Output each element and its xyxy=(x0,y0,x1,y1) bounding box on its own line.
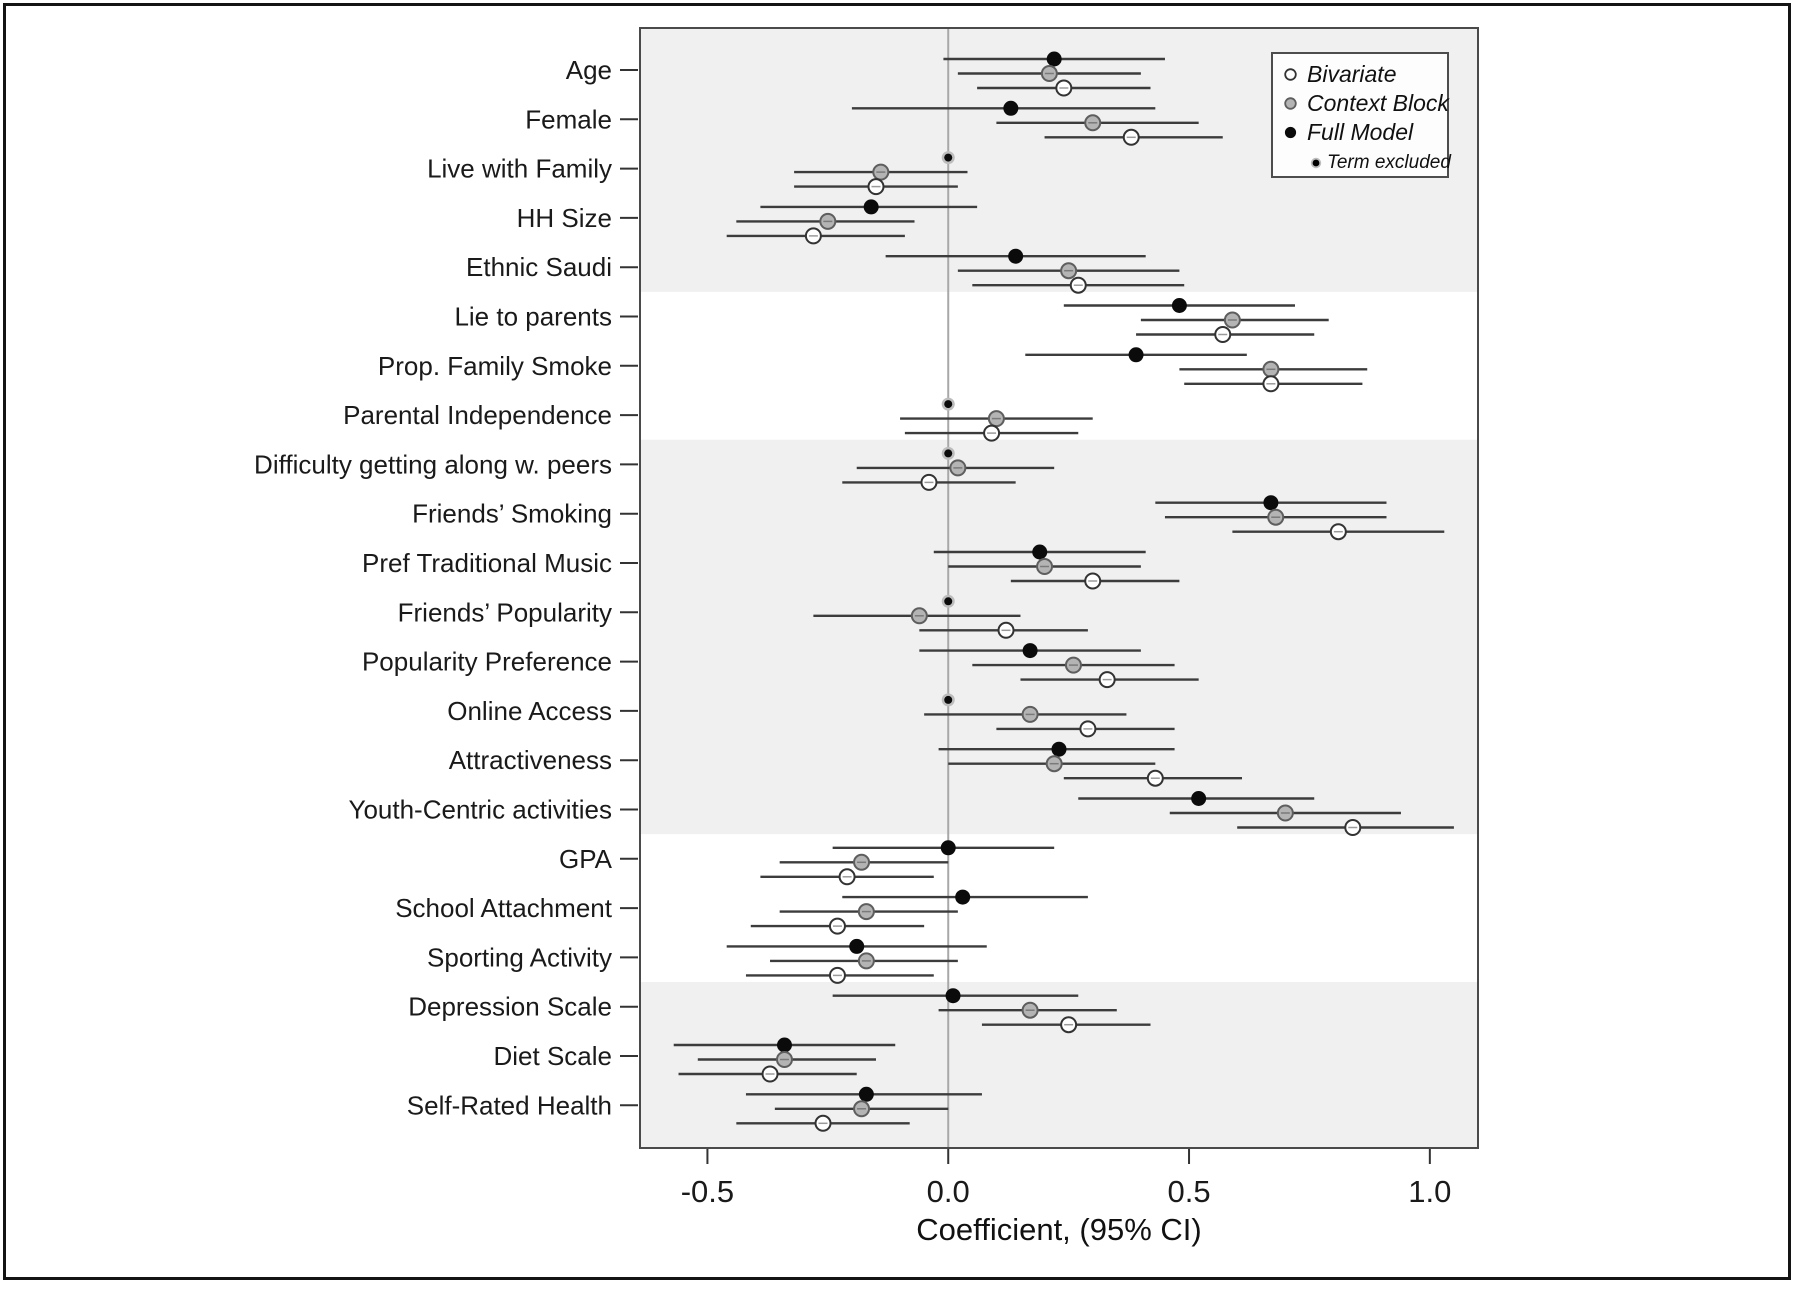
row-label: HH Size xyxy=(517,203,612,233)
row-label: Age xyxy=(566,55,612,85)
marker-full-model xyxy=(1032,544,1048,560)
shaded-band xyxy=(640,439,1478,835)
row-label: Online Access xyxy=(447,696,612,726)
marker-full-model xyxy=(1046,51,1062,67)
term-excluded-marker xyxy=(944,400,953,409)
marker-full-model xyxy=(1263,495,1279,511)
legend-label: Full Model xyxy=(1307,118,1414,145)
marker-full-model xyxy=(1008,248,1024,264)
open-circle-icon xyxy=(1284,67,1297,81)
legend-item-context-block: Context Block xyxy=(1283,88,1449,118)
row-label: Female xyxy=(525,104,612,134)
marker-full-model xyxy=(940,840,956,856)
marker-full-model xyxy=(1171,298,1187,313)
term-excluded-marker xyxy=(944,153,953,162)
row-label: Difficulty getting along w. peers xyxy=(254,449,612,479)
term-excluded-marker xyxy=(944,695,953,704)
x-axis-title: Coefficient, (95% CI) xyxy=(916,1212,1202,1247)
term-excluded-marker xyxy=(944,597,953,606)
row-label: GPA xyxy=(559,844,613,874)
marker-full-model xyxy=(1191,791,1207,806)
plot-border xyxy=(639,27,1479,1149)
row-label: Youth-Centric activities xyxy=(349,795,613,825)
row-label: Popularity Preference xyxy=(362,647,612,677)
term-excluded-marker xyxy=(944,449,953,458)
figure-border xyxy=(3,3,1791,1280)
x-tick-label: 0.0 xyxy=(927,1174,970,1209)
marker-full-model xyxy=(945,988,961,1004)
legend-label: Term excluded xyxy=(1327,152,1451,173)
marker-full-model xyxy=(1022,643,1038,659)
marker-full-model xyxy=(863,199,879,215)
row-label: Friends’ Popularity xyxy=(398,597,612,627)
marker-full-model xyxy=(858,1086,874,1102)
legend: Bivariate Context Block Full Model Term … xyxy=(1271,52,1451,178)
ringed-dot-icon xyxy=(1310,157,1322,169)
row-label: Attractiveness xyxy=(449,745,612,775)
marker-full-model xyxy=(776,1037,792,1053)
x-tick-label: 1.0 xyxy=(1408,1174,1451,1209)
x-tick-label: 0.5 xyxy=(1167,1174,1210,1209)
x-tick-label: -0.5 xyxy=(681,1174,734,1209)
legend-item-bivariate: Bivariate xyxy=(1283,59,1396,89)
row-label: Pref Traditional Music xyxy=(362,548,612,578)
row-label: School Attachment xyxy=(395,893,613,923)
marker-full-model xyxy=(1051,741,1067,757)
legend-label: Bivariate xyxy=(1307,60,1397,87)
gray-circle-icon xyxy=(1284,96,1297,110)
black-circle-icon xyxy=(1284,126,1297,138)
row-label: Ethnic Saudi xyxy=(466,252,612,282)
legend-item-term-excluded: Term excluded xyxy=(1309,148,1451,178)
row-label: Diet Scale xyxy=(494,1041,613,1071)
legend-label: Context Block xyxy=(1307,89,1449,116)
row-label: Live with Family xyxy=(427,154,612,184)
legend-item-full-model: Full Model xyxy=(1283,117,1413,147)
row-label: Depression Scale xyxy=(408,992,612,1022)
marker-full-model xyxy=(1003,100,1019,116)
row-label: Prop. Family Smoke xyxy=(378,351,612,381)
marker-full-model xyxy=(849,938,865,954)
marker-full-model xyxy=(1128,347,1144,363)
row-label: Parental Independence xyxy=(343,400,612,430)
row-label: Self-Rated Health xyxy=(407,1090,612,1120)
row-label: Sporting Activity xyxy=(427,942,612,972)
marker-full-model xyxy=(955,889,971,905)
row-label: Friends’ Smoking xyxy=(412,499,612,529)
row-label: Lie to parents xyxy=(454,302,612,332)
